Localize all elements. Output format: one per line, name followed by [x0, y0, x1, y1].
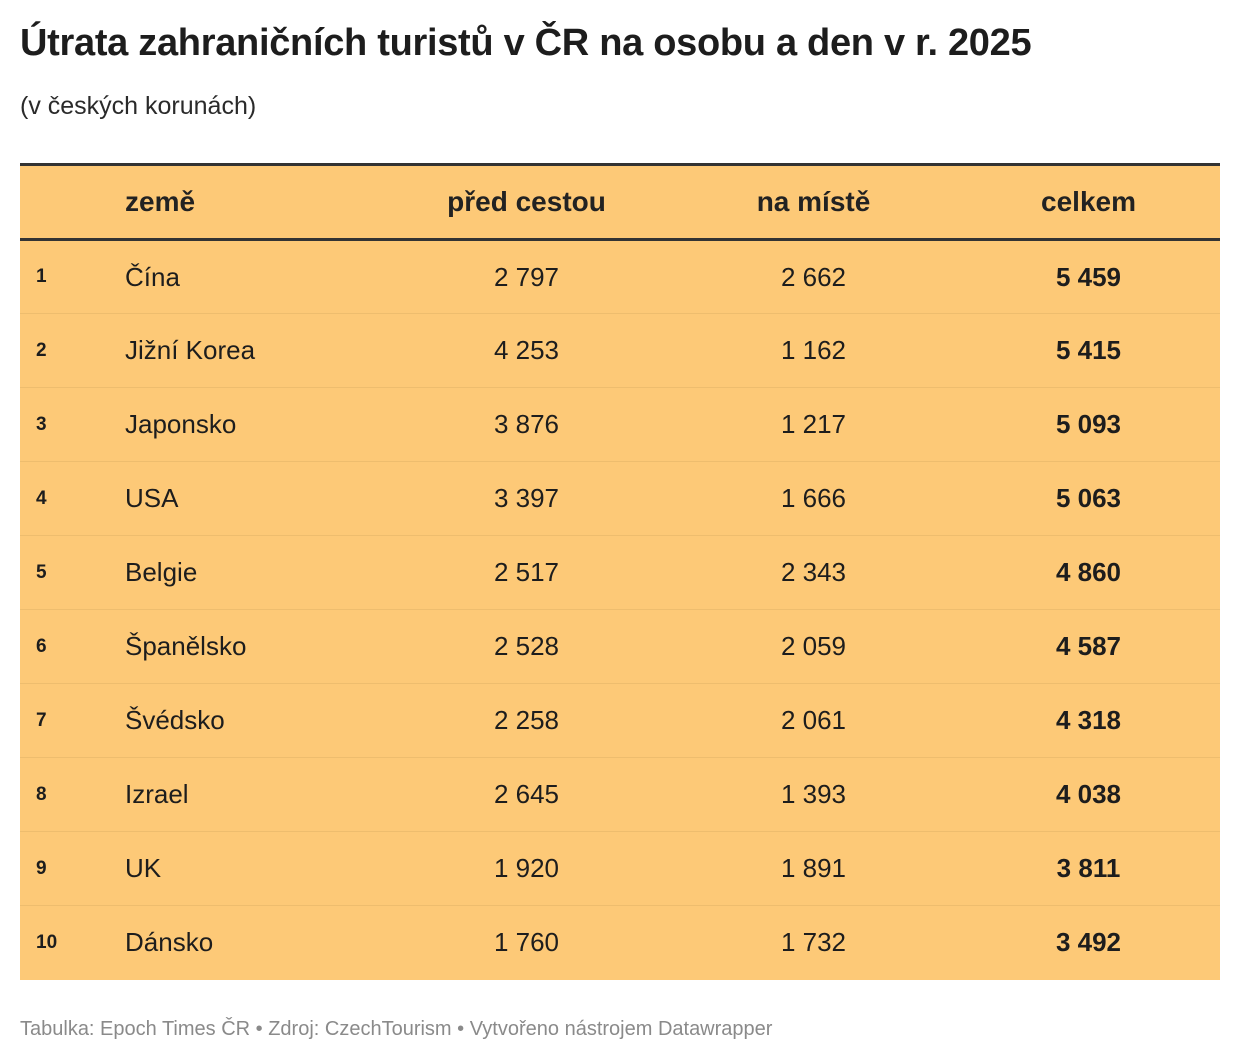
- onsite-cell: 2 662: [670, 239, 957, 314]
- rank-cell: 7: [20, 683, 119, 758]
- country-cell: Japonsko: [119, 387, 383, 462]
- rank-cell: 4: [20, 461, 119, 536]
- data-table: země před cestou na místě celkem 1 Čína 2 …: [20, 163, 1220, 980]
- total-cell: 4 587: [957, 609, 1220, 684]
- rank-cell: 1: [20, 239, 119, 314]
- before-cell: 1 760: [493, 927, 560, 958]
- total-cell: 4 860: [957, 535, 1220, 610]
- country-cell: Čína: [119, 239, 383, 314]
- rank-cell: 9: [20, 831, 119, 906]
- column-header-before: před cestou: [383, 163, 670, 241]
- onsite-cell: 2 061: [670, 683, 957, 758]
- table-row: 3 Japonsko 3 876 1 217 5 093: [20, 387, 1220, 462]
- table-row: 10 Dánsko 1 760 1 732 3 492: [20, 906, 1220, 980]
- rank-cell: 3: [20, 387, 119, 462]
- table-row: 4 USA 3 397 1 666 5 063: [20, 461, 1220, 536]
- total-cell: 4 038: [957, 757, 1220, 832]
- chart-title: Útrata zahraničních turistů v ČR na osob…: [20, 22, 1032, 64]
- column-header-rank: [20, 163, 119, 241]
- country-cell: UK: [119, 831, 383, 906]
- table-row: 8 Izrael 2 645 1 393 4 038: [20, 757, 1220, 832]
- onsite-cell: 1 217: [670, 387, 957, 462]
- total-cell: 5 063: [957, 461, 1220, 536]
- onsite-cell: 2 059: [670, 609, 957, 684]
- table-row: 1 Čína 2 797 2 662 5 459: [20, 239, 1220, 314]
- column-header-country: země: [119, 163, 383, 241]
- table-row: 6 Španělsko 2 528 2 059 4 587: [20, 609, 1220, 684]
- before-cell: 1 920: [383, 831, 670, 906]
- total-cell: 5 093: [957, 387, 1220, 462]
- table-header-row: země před cestou na místě celkem: [20, 163, 1220, 241]
- before-cell: 2 258: [383, 683, 670, 758]
- country-cell: Švédsko: [119, 683, 383, 758]
- onsite-cell: 1 891: [670, 831, 957, 906]
- total-cell: 5 459: [957, 239, 1220, 314]
- table-body: 1 Čína 2 797 2 662 5 459 2 Jižní Korea 4 253 1 1…: [20, 239, 1220, 980]
- chart-footer: Tabulka: Epoch Times ČR • Zdroj: CzechTo…: [20, 1018, 773, 1040]
- rank-cell: 2: [20, 313, 119, 388]
- country-cell: Belgie: [119, 535, 383, 610]
- chart-subtitle: (v českých korunách): [20, 92, 257, 120]
- total-cell: 4 318: [957, 683, 1220, 758]
- before-cell: 2 797: [383, 239, 670, 314]
- onsite-cell: 1 393: [670, 757, 957, 832]
- before-cell: 3 397: [383, 461, 670, 536]
- onsite-cell: 1 732: [780, 927, 847, 958]
- table-row: 7 Švédsko 2 258 2 061 4 318: [20, 683, 1220, 758]
- before-cell: 2 645: [383, 757, 670, 832]
- before-cell: 2 517: [383, 535, 670, 610]
- country-cell: Jižní Korea: [119, 313, 383, 388]
- table-row: 5 Belgie 2 517 2 343 4 860: [20, 535, 1220, 610]
- total-cell: 5 415: [957, 313, 1220, 388]
- total-cell: 3 811: [957, 831, 1220, 906]
- rank-cell: 6: [20, 609, 119, 684]
- onsite-cell: 1 666: [670, 461, 957, 536]
- country-cell: Izrael: [119, 757, 383, 832]
- column-header-total: celkem: [957, 163, 1220, 241]
- before-cell: 4 253: [383, 313, 670, 388]
- country-cell: USA: [119, 461, 383, 536]
- onsite-cell: 1 162: [670, 313, 957, 388]
- before-cell: 2 528: [383, 609, 670, 684]
- rank-cell: 5: [20, 535, 119, 610]
- total-cell: 3 492: [1055, 927, 1122, 958]
- column-header-onsite: na místě: [670, 163, 957, 241]
- onsite-cell: 2 343: [670, 535, 957, 610]
- rank-cell: 10: [36, 931, 58, 953]
- before-cell: 3 876: [383, 387, 670, 462]
- country-cell: Dánsko: [125, 927, 214, 958]
- country-cell: Španělsko: [119, 609, 383, 684]
- rank-cell: 8: [20, 757, 119, 832]
- table-row: 9 UK 1 920 1 891 3 811: [20, 831, 1220, 906]
- table-row: 2 Jižní Korea 4 253 1 162 5 415: [20, 313, 1220, 388]
